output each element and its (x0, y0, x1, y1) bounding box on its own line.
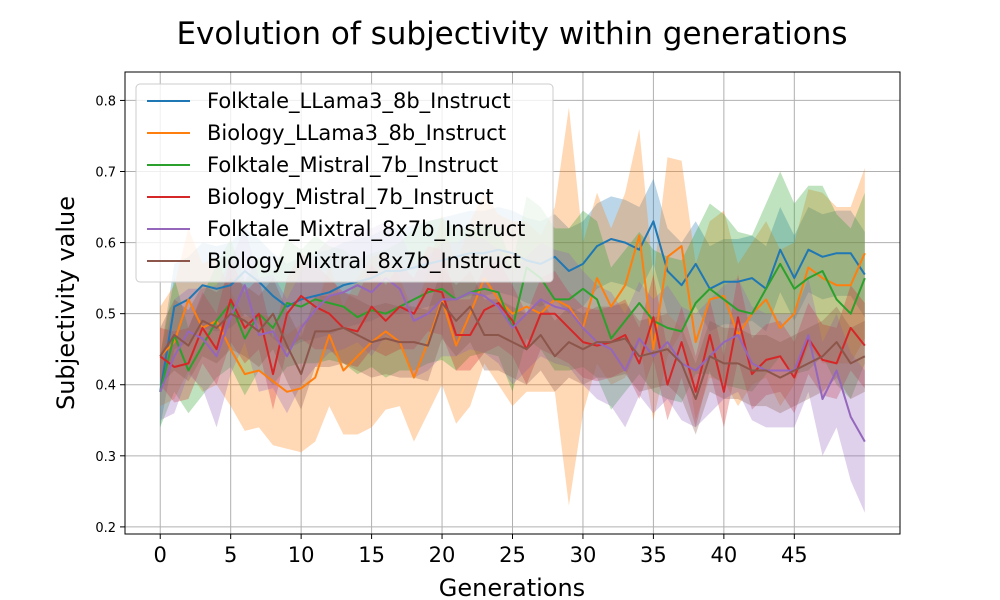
x-tick-label: 35 (640, 543, 667, 567)
x-axis-label: Generations (439, 574, 585, 600)
legend-label-2: Folktale_Mistral_7b_Instruct (207, 153, 498, 178)
y-tick-label: 0.8 (95, 94, 116, 109)
legend-label-4: Folktale_Mixtral_8x7b_Instruct (207, 217, 525, 242)
x-tick-label: 25 (499, 543, 526, 567)
y-tick-label: 0.7 (95, 166, 116, 181)
y-tick-label: 0.6 (95, 237, 116, 252)
x-tick-label: 20 (429, 543, 456, 567)
y-tick-label: 0.2 (95, 521, 116, 536)
series-line-4 (159, 277, 866, 443)
x-tick-label: 0 (154, 543, 167, 567)
x-tick-label: 45 (781, 543, 808, 567)
x-tick-label: 10 (288, 543, 315, 567)
y-tick-label: 0.5 (95, 308, 116, 323)
y-tick-label: 0.3 (95, 450, 116, 465)
legend-label-3: Biology_Mistral_7b_Instruct (207, 185, 494, 210)
band-1 (160, 107, 865, 506)
axis-ticks: 0 5 10 15 20 25 30 35 40 45 0.2 0.3 0.4 0.5 0.6 0.7 0.8 (95, 94, 807, 567)
chart-title: Evolution of subjectivity within generat… (176, 16, 847, 52)
band-5 (160, 267, 865, 435)
x-tick-label: 15 (358, 543, 385, 567)
x-tick-label: 5 (224, 543, 237, 567)
y-tick-label: 0.4 (95, 379, 116, 394)
band-0 (160, 178, 865, 428)
series-line-1 (159, 234, 866, 393)
x-tick-label: 40 (710, 543, 737, 567)
legend-label-1: Biology_LLama3_8b_Instruct (207, 121, 506, 146)
legend-box (135, 83, 554, 283)
legend-label-0: Folktale_LLama3_8b_Instruct (207, 89, 511, 114)
legend: Folktale_LLama3_8b_Instruct Biology_LLama… (135, 83, 554, 283)
legend-label-5: Biology_Mixtral_8x7b_Instruct (207, 249, 521, 274)
x-tick-label: 30 (570, 543, 597, 567)
series-line-5 (159, 302, 866, 400)
y-axis-label: Subjectivity value (52, 196, 80, 410)
